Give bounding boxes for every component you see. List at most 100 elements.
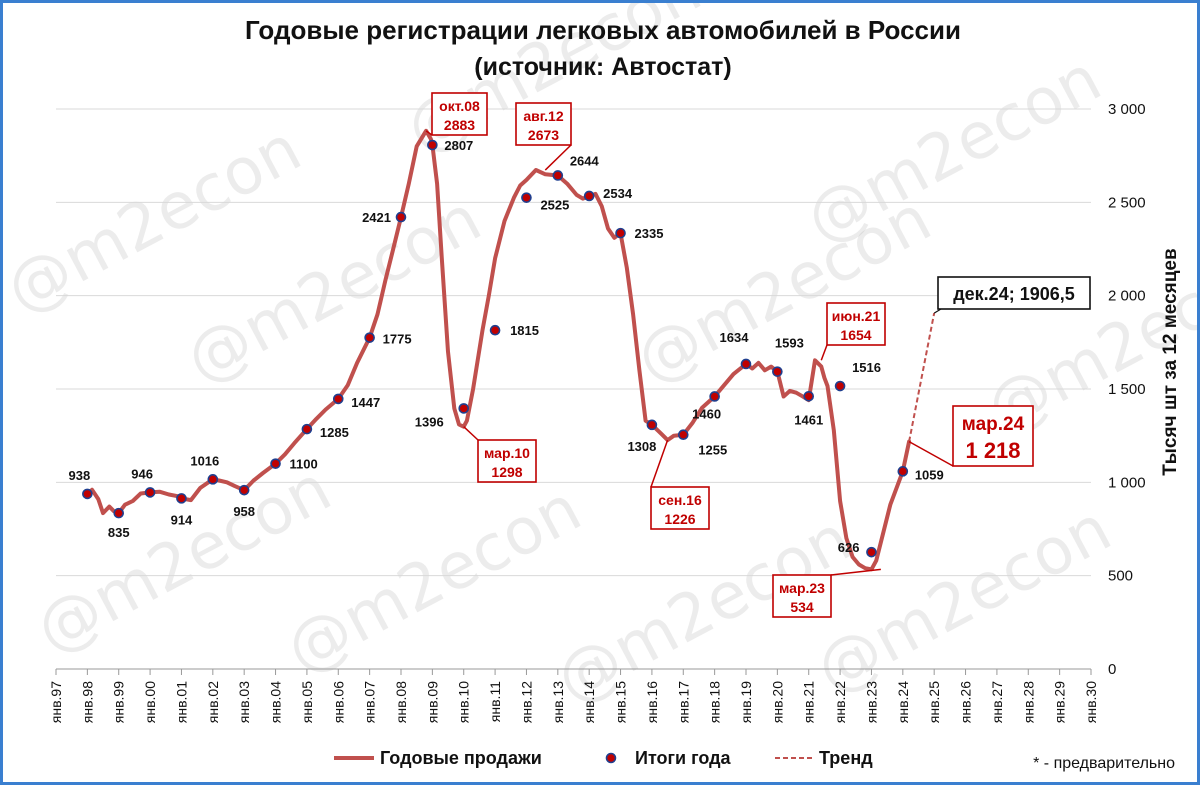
x-tick-label: янв.07 bbox=[362, 681, 378, 723]
x-tick-label: янв.06 bbox=[330, 681, 346, 723]
x-tick-label: янв.15 bbox=[613, 681, 629, 723]
chart-subtitle: (источник: Автостат) bbox=[474, 53, 732, 81]
data-label: 2421 bbox=[362, 210, 391, 225]
data-label: 1016 bbox=[190, 453, 219, 468]
legend-swatch-year-end bbox=[605, 752, 617, 764]
y-tick-label: 500 bbox=[1108, 568, 1133, 585]
year-end-marker bbox=[301, 423, 313, 435]
data-label: 1285 bbox=[320, 425, 349, 440]
year-end-marker bbox=[207, 474, 219, 485]
year-end-marker bbox=[489, 324, 501, 336]
chart-title: Годовые регистрации легковых автомобилей… bbox=[244, 15, 961, 45]
year-end-marker bbox=[270, 458, 281, 469]
callout-peak-2021-text: июн.21 bbox=[832, 308, 881, 324]
callout-trend-text: дек.24; 1906,5 bbox=[953, 284, 1075, 304]
data-label: 946 bbox=[131, 466, 153, 481]
x-tick-label: янв.21 bbox=[801, 681, 817, 723]
x-tick-label: янв.22 bbox=[832, 681, 848, 723]
callout-peak-2008-text: 2883 bbox=[444, 117, 475, 133]
x-tick-label: янв.99 bbox=[111, 681, 127, 723]
data-label: 1396 bbox=[415, 414, 444, 429]
data-label: 1059 bbox=[915, 467, 944, 482]
x-tick-label: янв.30 bbox=[1083, 681, 1099, 723]
callout-peak-2008-box bbox=[431, 92, 488, 136]
x-tick-label: янв.20 bbox=[769, 681, 785, 723]
callout-current-2024-text: 1 218 bbox=[965, 438, 1020, 463]
x-tick-label: янв.04 bbox=[268, 681, 284, 723]
callout-peak-2012-text: 2673 bbox=[528, 127, 559, 143]
year-end-marker bbox=[458, 403, 470, 414]
callout-low-2023-leader bbox=[830, 568, 881, 576]
line-chart: 0 500 1 000 1 500 2 000 2 500 3 000 янв.97 янв.9… bbox=[48, 92, 1146, 768]
data-label: 1308 bbox=[627, 439, 656, 454]
year-end-marker bbox=[866, 546, 877, 558]
data-label: 1100 bbox=[290, 457, 318, 472]
callout-low-2016-box bbox=[650, 486, 710, 530]
x-tick-label: янв.14 bbox=[581, 681, 597, 723]
x-tick-label: янв.12 bbox=[518, 681, 534, 723]
data-label: 835 bbox=[108, 525, 130, 540]
data-label: 2525 bbox=[540, 198, 569, 213]
x-tick-label: янв.08 bbox=[393, 681, 409, 723]
year-end-marker bbox=[803, 390, 815, 402]
year-end-marker bbox=[521, 192, 532, 203]
x-tick-label: янв.01 bbox=[173, 681, 189, 723]
y-tick-label: 3 000 bbox=[1108, 101, 1146, 118]
callout-peak-2021-box bbox=[826, 302, 886, 346]
year-end-marker bbox=[834, 380, 846, 392]
year-end-marker bbox=[552, 170, 564, 181]
y-tick-label: 2 000 bbox=[1108, 288, 1146, 305]
year-end-marker bbox=[238, 484, 250, 496]
x-tick-label: янв.25 bbox=[926, 681, 942, 723]
year-end-marker bbox=[364, 332, 375, 343]
x-tick-label: янв.98 bbox=[79, 681, 95, 723]
year-end-marker bbox=[427, 139, 438, 151]
callout-peak-2012-leader bbox=[544, 144, 572, 171]
callout-low-2023-box bbox=[772, 574, 832, 618]
callout-low-2023-text: 534 bbox=[790, 599, 814, 615]
x-tick-label: янв.29 bbox=[1052, 681, 1068, 723]
x-tick-label: янв.18 bbox=[707, 681, 723, 723]
year-end-marker bbox=[583, 190, 595, 202]
callout-low-2016-leader bbox=[650, 439, 669, 488]
data-label: 626 bbox=[838, 540, 860, 555]
x-tick-label: янв.26 bbox=[958, 681, 974, 723]
callout-low-2010-text: мар.10 bbox=[484, 445, 530, 461]
x-tick-label: янв.09 bbox=[424, 681, 440, 723]
year-end-marker bbox=[646, 419, 658, 431]
x-tick-label: янв.97 bbox=[48, 681, 64, 723]
x-tick-label: янв.00 bbox=[142, 681, 158, 723]
data-label: 1461 bbox=[794, 412, 823, 427]
callout-peak-2021-leader bbox=[820, 344, 828, 361]
x-tick-label: янв.27 bbox=[989, 681, 1005, 723]
series-line-annual-sales bbox=[85, 128, 912, 572]
data-label: 938 bbox=[69, 468, 91, 483]
y-tick-label: 1 000 bbox=[1108, 474, 1146, 491]
x-tick-label: янв.17 bbox=[675, 681, 691, 723]
footnote: * - предварительно bbox=[1033, 755, 1175, 772]
x-tick-label: янв.16 bbox=[644, 681, 660, 723]
data-label: 1447 bbox=[351, 395, 380, 410]
callout-low-2010-box bbox=[477, 439, 537, 483]
data-label: 1593 bbox=[775, 336, 804, 351]
series-line-trend bbox=[908, 312, 936, 442]
data-label: 2534 bbox=[603, 186, 633, 201]
callout-peak-2008-text: окт.08 bbox=[439, 98, 480, 114]
legend-label-annual-sales: Годовые продажи bbox=[380, 748, 542, 768]
callout-low-2010-text: 1298 bbox=[491, 464, 522, 480]
legend-label-trend: Тренд bbox=[819, 748, 873, 768]
data-label: 2335 bbox=[635, 226, 664, 241]
y-tick-label: 2 500 bbox=[1108, 194, 1146, 211]
x-tick-label: янв.23 bbox=[863, 681, 879, 723]
year-end-marker bbox=[82, 488, 93, 500]
callout-low-2010-leader bbox=[463, 426, 479, 441]
callout-current-2024-leader bbox=[908, 440, 954, 467]
year-end-marker bbox=[176, 493, 187, 504]
callout-low-2023-text: мар.23 bbox=[779, 580, 825, 596]
year-end-marker bbox=[740, 358, 752, 370]
data-label: 2807 bbox=[444, 138, 473, 153]
legend-label-year-end: Итоги года bbox=[635, 748, 732, 768]
year-end-marker bbox=[772, 366, 783, 377]
y-axis-label: Тысяч шт за 12 месяцев bbox=[1160, 248, 1181, 476]
